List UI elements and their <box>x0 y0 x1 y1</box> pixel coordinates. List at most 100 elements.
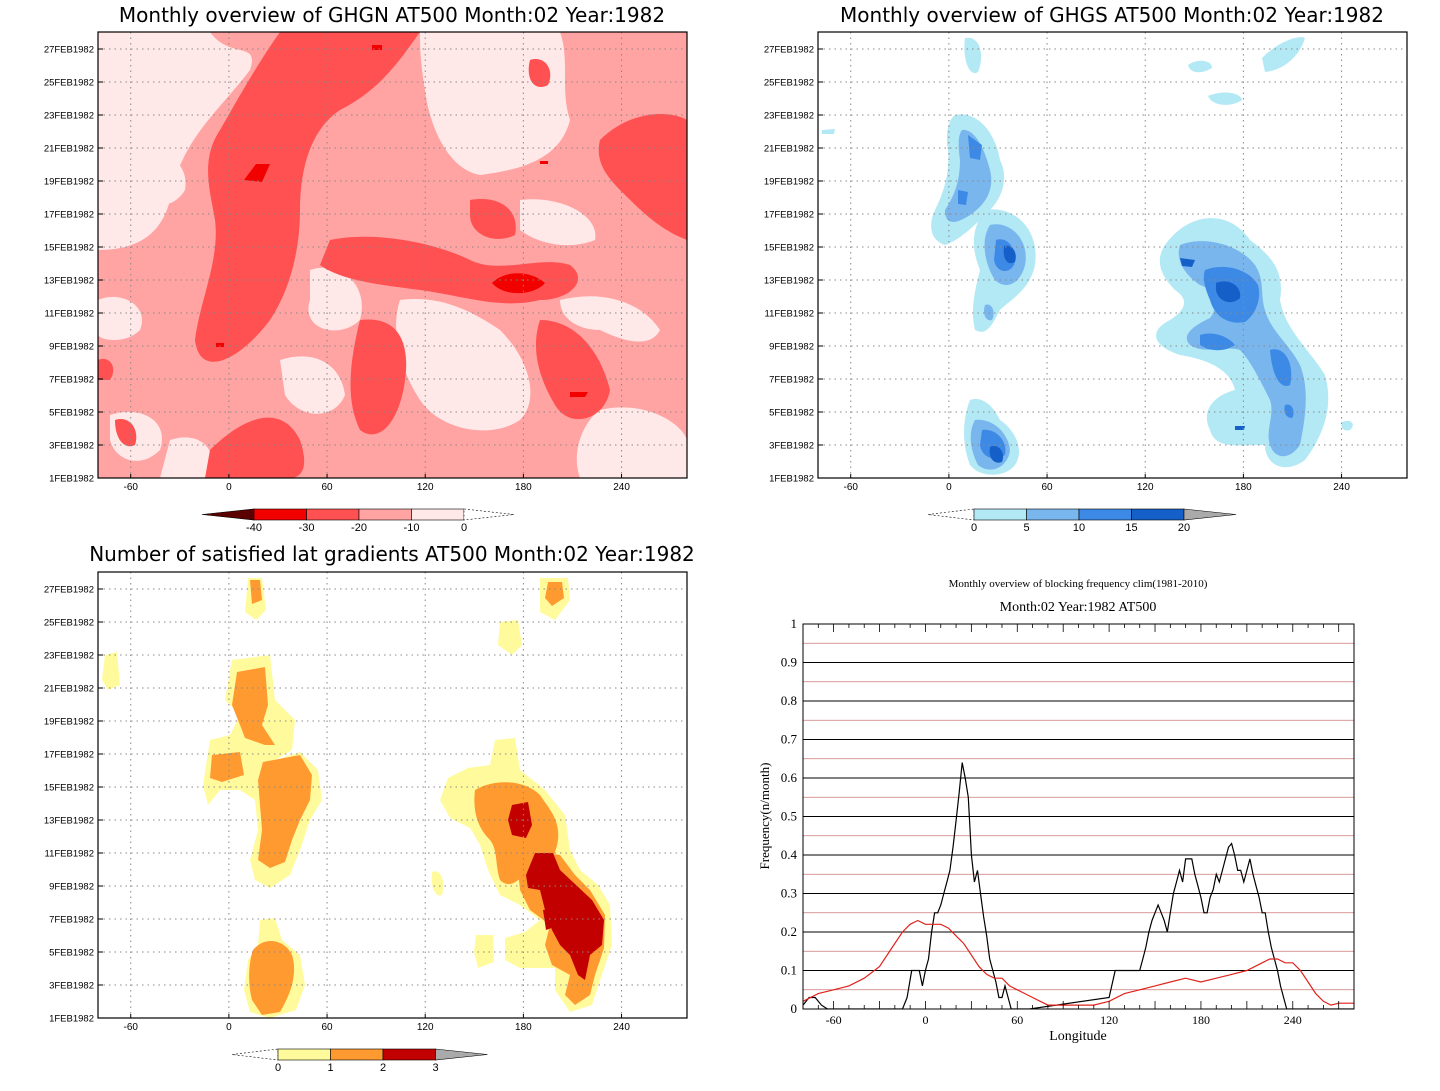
ghgn-xtick-label: 0 <box>226 482 232 493</box>
ghgs-ytick-label: 27FEB1982 <box>764 45 814 56</box>
ghgs-xtick-label: 0 <box>946 482 952 493</box>
colorbar-segment <box>330 1048 384 1061</box>
freq-ytick-label: 0.3 <box>781 886 797 901</box>
gradients-ytick-label: 1FEB1982 <box>49 1014 94 1025</box>
freq-series <box>803 762 1354 1009</box>
colorbar-segment <box>1183 508 1237 521</box>
ghgn-xtick-label: 120 <box>417 482 434 493</box>
ghgn-grid <box>98 32 687 478</box>
freq-xtick-label: 0 <box>922 1013 928 1027</box>
gradients-ytick-label: 21FEB1982 <box>44 684 94 695</box>
freq-ytick-label: 0.1 <box>781 963 797 978</box>
ghgn-ytick-label: 13FEB1982 <box>44 276 94 287</box>
ghgs-xtick-label: -60 <box>843 482 858 493</box>
gradients-ytick-label: 15FEB1982 <box>44 783 94 794</box>
freq-ytick-label: 0.9 <box>781 655 797 670</box>
colorbar-tick-label: -40 <box>246 522 262 534</box>
ghgs-axes: -60 0 60 120 180 240 1FEB1982 3FEB1982 5FEB1982 7… <box>764 45 1351 494</box>
colorbar-segment <box>1078 508 1132 521</box>
colorbar-segment <box>435 1048 488 1061</box>
ghgs-ytick-label: 5FEB1982 <box>769 408 814 419</box>
colorbar-segment <box>253 508 307 521</box>
ghgn-ytick-label: 5FEB1982 <box>49 408 94 419</box>
gradients-xtick-label: 180 <box>515 1022 532 1033</box>
colorbar-segment <box>358 508 412 521</box>
gradients-ytick-label: 3FEB1982 <box>49 981 94 992</box>
ghgn-ytick-label: 17FEB1982 <box>44 210 94 221</box>
freq-ytick-label: 0.7 <box>781 732 798 747</box>
freq-xtick-label: 60 <box>1011 1013 1023 1027</box>
ghgn-ytick-label: 21FEB1982 <box>44 144 94 155</box>
ghgn-xtick-label: 180 <box>515 482 532 493</box>
freq-ytick-label: 0.5 <box>781 809 797 824</box>
freq-ytick-label: 1 <box>791 616 798 631</box>
gradients-xtick-label: 60 <box>321 1022 333 1033</box>
colorbar-segment <box>277 1048 331 1061</box>
panel-frequency: Monthly overview of blocking frequency c… <box>757 578 1355 1044</box>
freq-xtick-label: 180 <box>1192 1013 1210 1027</box>
ghgs-title: Monthly overview of GHGS AT500 Month:02 … <box>840 3 1384 27</box>
colorbar-tick-label: 3 <box>432 1062 438 1074</box>
colorbar-segment <box>411 508 465 521</box>
ghgs-ytick-label: 13FEB1982 <box>764 276 814 287</box>
colorbar-segment <box>1026 508 1080 521</box>
freq-ytick-label: 0 <box>791 1001 798 1016</box>
ghgs-grid <box>818 32 1407 478</box>
ghgs-ytick-label: 1FEB1982 <box>769 474 814 485</box>
gradients-ytick-label: 13FEB1982 <box>44 816 94 827</box>
gradients-ytick-label: 23FEB1982 <box>44 651 94 662</box>
colorbar-segment <box>201 508 255 521</box>
ghgs-xtick-label: 60 <box>1041 482 1053 493</box>
ghgs-ytick-label: 7FEB1982 <box>769 375 814 386</box>
ghgn-ytick-label: 11FEB1982 <box>45 309 94 320</box>
gradients-colorbar: 0 1 2 3 <box>231 1048 488 1074</box>
freq-xlabel: Longitude <box>1049 1029 1107 1044</box>
ghgn-contours <box>98 32 687 478</box>
gradients-ytick-label: 7FEB1982 <box>49 915 94 926</box>
ghgn-ytick-label: 15FEB1982 <box>44 243 94 254</box>
freq-xtick-label: 120 <box>1100 1013 1118 1027</box>
ghgn-title: Monthly overview of GHGN AT500 Month:02 … <box>119 3 665 27</box>
ghgs-ytick-label: 15FEB1982 <box>764 243 814 254</box>
colorbar-tick-label: -20 <box>351 522 367 534</box>
ghgn-ytick-label: 9FEB1982 <box>49 342 94 353</box>
colorbar-segment <box>382 1048 436 1061</box>
colorbar-segment <box>973 508 1027 521</box>
ghgs-colorbar: 0 5 10 15 20 <box>927 508 1237 534</box>
gradients-xtick-label: 120 <box>417 1022 434 1033</box>
colorbar-tick-label: 0 <box>461 522 467 534</box>
colorbar-open-end <box>231 1048 279 1061</box>
gradients-ytick-label: 5FEB1982 <box>49 948 94 959</box>
panel-gradients: Number of satisfied lat gradients AT500 … <box>44 542 695 1074</box>
gradients-xtick-label: -60 <box>123 1022 138 1033</box>
panel-ghgn: Monthly overview of GHGN AT500 Month:02 … <box>44 3 688 534</box>
colorbar-tick-label: -30 <box>299 522 315 534</box>
ghgn-ytick-label: 3FEB1982 <box>49 441 94 452</box>
gradients-ytick-label: 17FEB1982 <box>44 750 94 761</box>
ghgn-xtick-label: -60 <box>123 482 138 493</box>
ghgs-ytick-label: 25FEB1982 <box>764 78 814 89</box>
ghgn-colorbar: -40 -30 -20 -10 0 <box>201 508 515 534</box>
gradients-grid <box>98 572 687 1018</box>
ghgs-xtick-label: 120 <box>1137 482 1154 493</box>
gradients-ytick-label: 25FEB1982 <box>44 618 94 629</box>
colorbar-segment <box>1131 508 1185 521</box>
ghgs-xtick-label: 240 <box>1333 482 1350 493</box>
ghgs-ytick-label: 3FEB1982 <box>769 441 814 452</box>
ghgs-ytick-label: 11FEB1982 <box>765 309 814 320</box>
freq-ytick-label: 0.6 <box>781 770 798 785</box>
ghgn-ytick-label: 23FEB1982 <box>44 111 94 122</box>
freq-ytick-label: 0.2 <box>781 924 797 939</box>
colorbar-tick-label: 5 <box>1023 522 1029 534</box>
ghgn-axes: -60 0 60 120 180 240 1FEB1982 3FEB1982 5FEB1982 7… <box>44 45 631 494</box>
ghgn-ytick-label: 27FEB1982 <box>44 45 94 56</box>
colorbar-segment <box>306 508 360 521</box>
ghgn-ytick-label: 19FEB1982 <box>44 177 94 188</box>
ghgs-ytick-label: 23FEB1982 <box>764 111 814 122</box>
freq-xtick-label: 240 <box>1284 1013 1302 1027</box>
gradients-ytick-label: 9FEB1982 <box>49 882 94 893</box>
gradients-ytick-label: 19FEB1982 <box>44 717 94 728</box>
colorbar-tick-label: 20 <box>1178 522 1190 534</box>
gradients-axes: -60 0 60 120 180 240 1FEB1982 3FEB1982 5FEB1982 7… <box>44 585 631 1034</box>
